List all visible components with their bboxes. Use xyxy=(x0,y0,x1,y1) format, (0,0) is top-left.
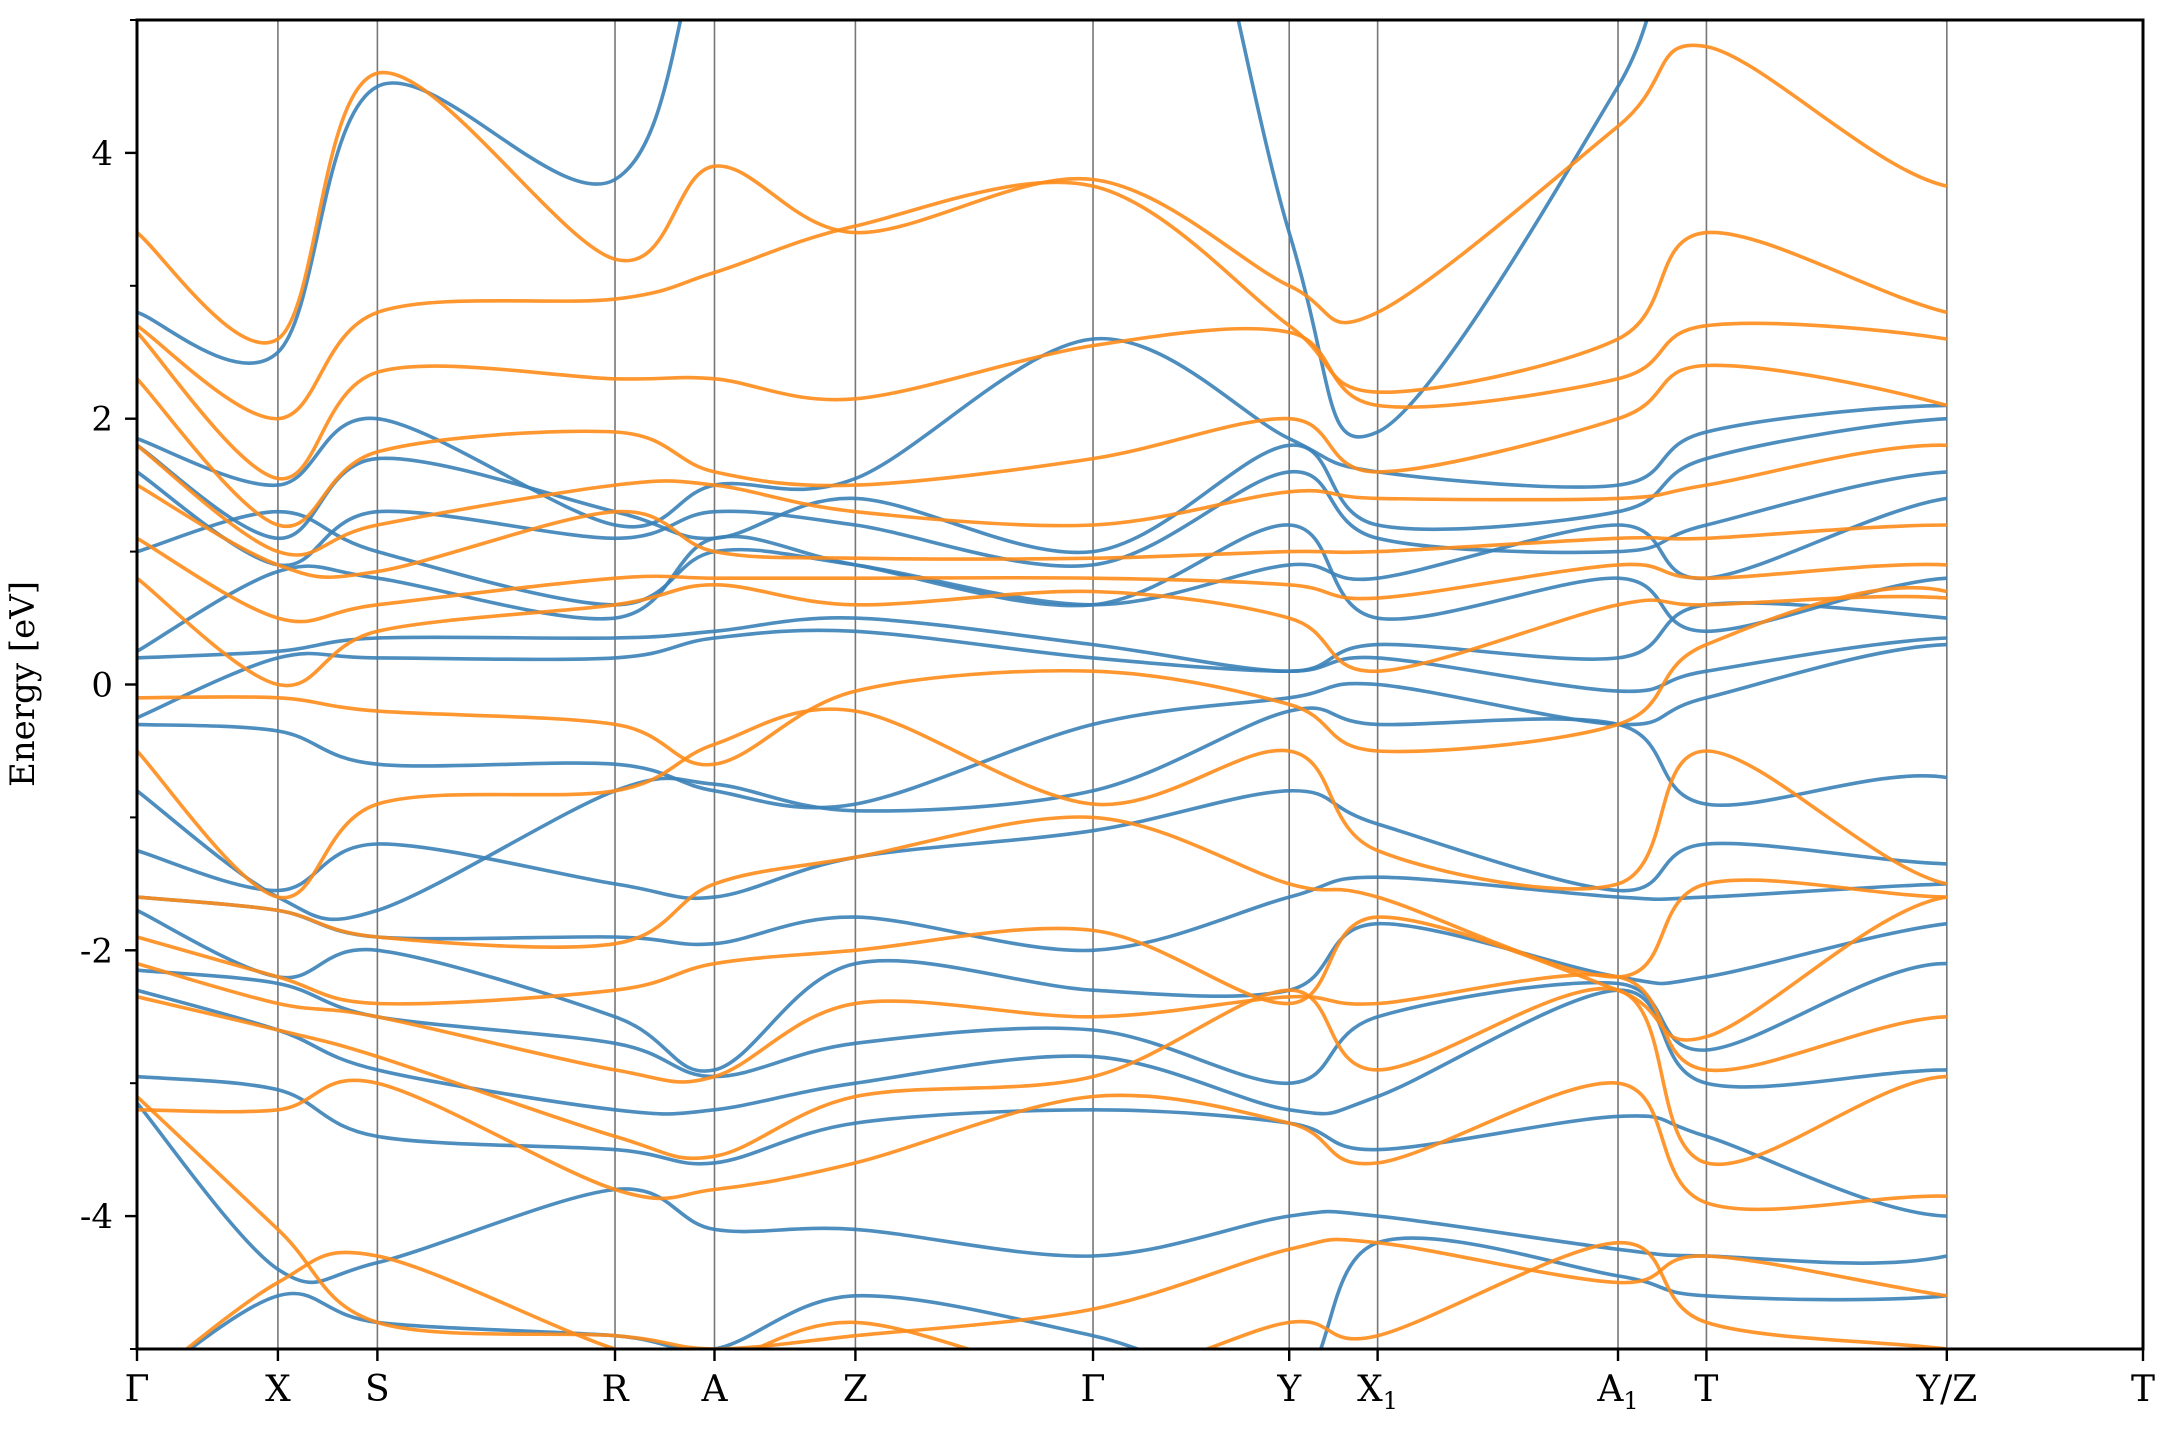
orange-band-line xyxy=(137,1095,1948,1349)
y-tick-label: 0 xyxy=(91,666,113,706)
plot-frame xyxy=(135,18,2145,1351)
blue-band-line xyxy=(137,336,1947,529)
x-axis-ticks: Γ X S R A Z Γ Y X1 A1 T Y/Z T xyxy=(125,1349,2155,1415)
orange-band-line xyxy=(137,815,1947,979)
blue-band-line xyxy=(137,908,1948,1073)
kpoint-lines xyxy=(277,20,1948,1349)
y-tick-label: 2 xyxy=(91,400,113,440)
kpoint-label: Z xyxy=(843,1369,868,1410)
kpoint-label: Y xyxy=(1276,1369,1302,1410)
orange-band-line xyxy=(137,180,1948,421)
orange-band-line xyxy=(183,1240,1948,1349)
orange-band-line xyxy=(137,536,1947,624)
band-lines xyxy=(137,20,1948,1349)
blue-band-line xyxy=(137,1074,1947,1218)
kpoint-label: X xyxy=(265,1369,291,1410)
kpoint-label: Γ xyxy=(125,1369,150,1410)
blue-band-line xyxy=(137,706,1948,922)
orange-band-line xyxy=(137,707,1948,900)
kpoint-label: R xyxy=(601,1369,629,1410)
y-tick-label: 4 xyxy=(91,134,113,174)
orange-band-line xyxy=(137,986,1947,1167)
orange-band-line xyxy=(137,895,1948,1042)
y-axis-ticks: -4 -2 0 2 4 xyxy=(80,19,137,1350)
kpoint-label: A1 xyxy=(1596,1369,1638,1415)
kpoint-label: Γ xyxy=(1081,1369,1106,1410)
kpoint-label: X1 xyxy=(1357,1369,1398,1415)
blue-band-line xyxy=(137,523,1947,653)
orange-band-line xyxy=(137,961,1947,1084)
orange-band-line xyxy=(137,586,1948,767)
orange-band-line xyxy=(137,576,1947,688)
orange-band-line xyxy=(137,443,1947,557)
orange-band-line xyxy=(137,43,1948,345)
blue-band-line xyxy=(137,20,1947,439)
orange-band-line xyxy=(137,1078,1947,1212)
blue-band-line xyxy=(137,470,1947,568)
kpoint-label: S xyxy=(365,1369,390,1410)
blue-band-line xyxy=(137,788,1947,901)
y-axis-label: Energy [eV] xyxy=(3,581,43,787)
kpoint-label: T xyxy=(1694,1369,1718,1410)
blue-band-line xyxy=(137,1101,1948,1285)
orange-band-line xyxy=(137,483,1947,579)
blue-band-line xyxy=(137,988,1947,1116)
blue-band-line xyxy=(137,496,1948,607)
kpoint-label: T xyxy=(2131,1369,2155,1410)
blue-band-line xyxy=(137,628,1947,720)
orange-band-line xyxy=(137,363,1948,529)
orange-band-line xyxy=(137,321,1948,481)
blue-band-line xyxy=(137,642,1947,810)
kpoint-label: Y/Z xyxy=(1915,1369,1977,1410)
y-tick-label: -4 xyxy=(80,1197,113,1237)
blue-band-line xyxy=(137,601,1947,673)
y-tick-label: -2 xyxy=(80,931,113,971)
blue-band-line xyxy=(137,416,1947,555)
kpoint-label: A xyxy=(700,1369,728,1410)
